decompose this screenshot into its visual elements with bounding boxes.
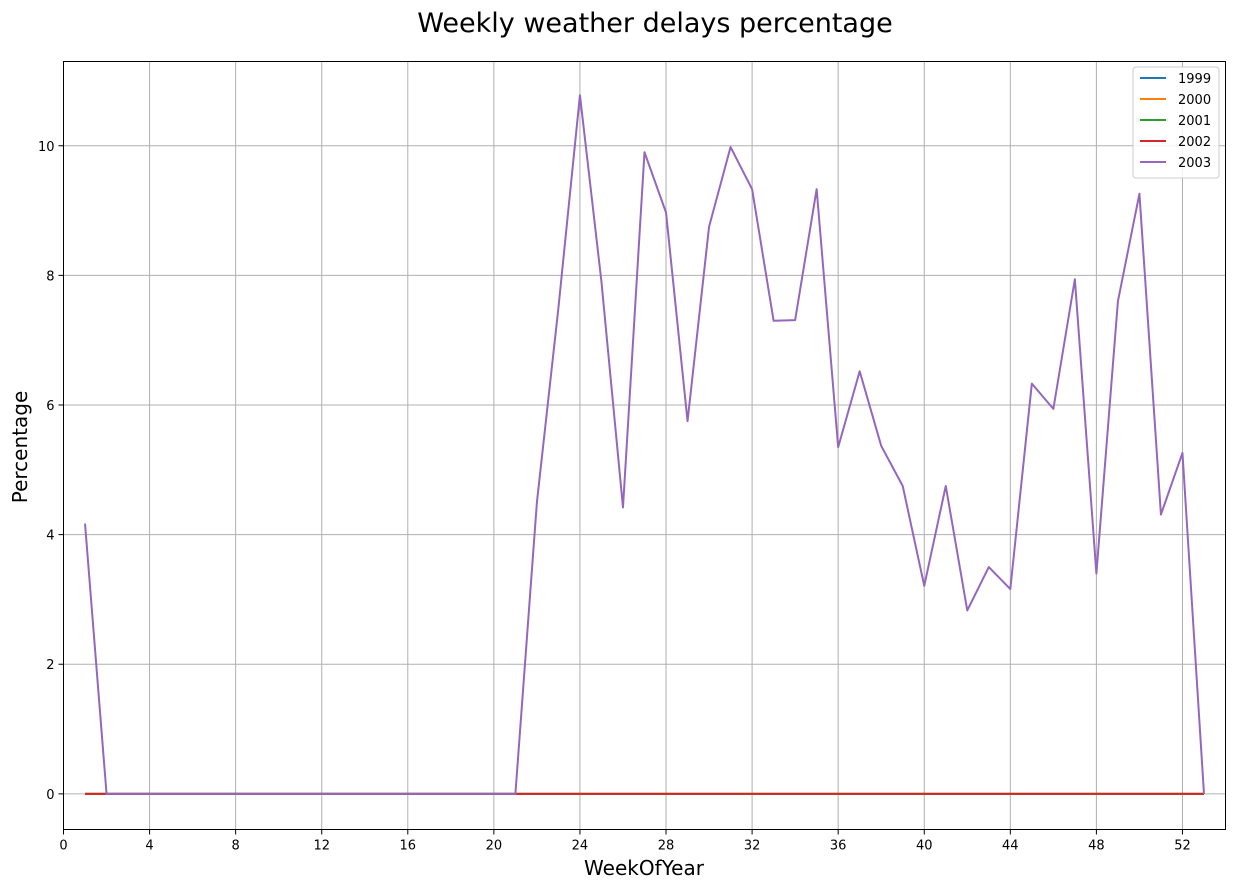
x-tick-label: 52: [1174, 839, 1191, 854]
x-tick-label: 4: [145, 839, 153, 854]
y-tick-label: 10: [38, 140, 55, 155]
y-tick-label: 6: [46, 399, 54, 414]
x-tick-label: 28: [658, 839, 675, 854]
x-tick-label: 32: [744, 839, 761, 854]
legend-box: [1132, 66, 1220, 179]
x-tick-label: 24: [572, 839, 589, 854]
x-tick-label: 40: [916, 839, 933, 854]
y-tick-label: 8: [46, 269, 54, 284]
x-tick-label: 16: [400, 839, 417, 854]
chart-title: Weekly weather delays percentage: [417, 8, 892, 39]
x-tick-label: 20: [486, 839, 503, 854]
x-tick-label: 0: [59, 839, 67, 854]
grid-lines: [63, 61, 1226, 830]
legend-label-2000: 2000: [1178, 93, 1211, 108]
x-tick-label: 44: [1002, 839, 1019, 854]
legend-label-2001: 2001: [1178, 114, 1211, 129]
x-tick-label: 12: [313, 839, 330, 854]
legend-label-1999: 1999: [1178, 72, 1211, 87]
x-tick-label: 36: [830, 839, 847, 854]
legend-label-2003: 2003: [1178, 156, 1211, 171]
x-tick-label: 48: [1088, 839, 1105, 854]
legend: 1999 2000 2001 2002 2003: [1132, 66, 1220, 179]
x-tick-label: 8: [232, 839, 240, 854]
series-lines: [84, 94, 1205, 795]
legend-label-2002: 2002: [1178, 135, 1211, 150]
y-tick-label: 4: [46, 529, 54, 544]
y-tick-label: 0: [46, 788, 54, 803]
y-axis-label: Percentage: [8, 391, 32, 504]
plot-frame: [63, 61, 1226, 830]
y-tick-label: 2: [46, 658, 54, 673]
series-line-2003: [84, 94, 1205, 795]
x-axis-label: WeekOfYear: [584, 856, 705, 880]
